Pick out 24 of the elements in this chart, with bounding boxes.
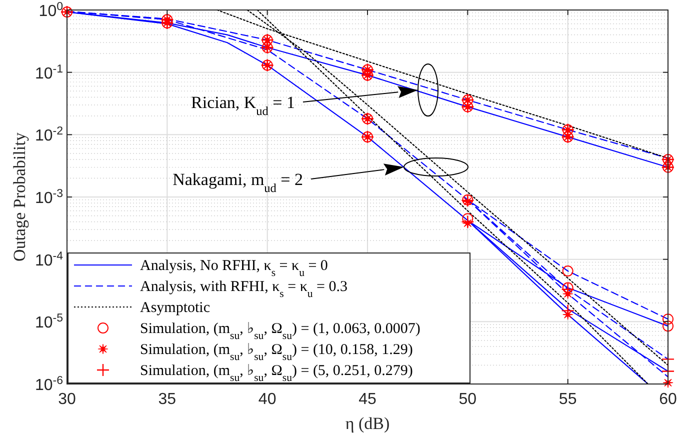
legend-label: Asymptotic [140, 300, 210, 316]
y-tick-label: 10$^{-3}$ [34, 188, 63, 207]
y-tick-label: 10$^{-4}$ [34, 250, 64, 270]
x-tick-label: 30 [58, 391, 76, 408]
x-tick-label: 35 [158, 391, 176, 408]
y-tick-label: 10$^{-6}$ [34, 375, 63, 394]
annotation: Nakagami, m$_{ud}$ = 2 [172, 170, 303, 195]
x-tick-label: 60 [659, 391, 677, 408]
y-tick-label: 10$^{-2}$ [34, 126, 63, 145]
x-tick-label: 55 [558, 391, 577, 408]
x-tick-label: 45 [358, 391, 376, 408]
annotation: Rician, K$_{ud}$ = 1 [191, 93, 295, 118]
y-tick-label: 10$^{0}$ [38, 1, 63, 20]
legend-label: Simulation, (m$_{su}$, ♭$_{su}$, Ω$_{su}$) = (5, 0.251, 0.279) [140, 363, 413, 384]
x-tick-label: 40 [258, 391, 276, 408]
legend-label: Simulation, (m$_{su}$, ♭$_{su}$, Ω$_{su}$) = (10, 0.158, 1.29) [140, 342, 413, 363]
legend-label: Analysis, No RFHI, κ$_{s}$ = κ$_{u}$ = 0 [140, 258, 328, 279]
y-axis-title: Outage Probability [10, 132, 29, 262]
legend-label: Analysis, with RFHI, κ$_{s}$ = κ$_{u}$ = 0.3 [140, 279, 348, 300]
y-tick-label: 10$^{-5}$ [34, 312, 63, 332]
legend-label: Simulation, (m$_{su}$, ♭$_{su}$, Ω$_{su}$) = (1, 0.063, 0.0007) [140, 321, 420, 342]
x-axis-title: η (dB) [345, 414, 390, 433]
y-tick-label: 10$^{-1}$ [34, 63, 63, 82]
x-tick-label: 50 [458, 391, 477, 408]
